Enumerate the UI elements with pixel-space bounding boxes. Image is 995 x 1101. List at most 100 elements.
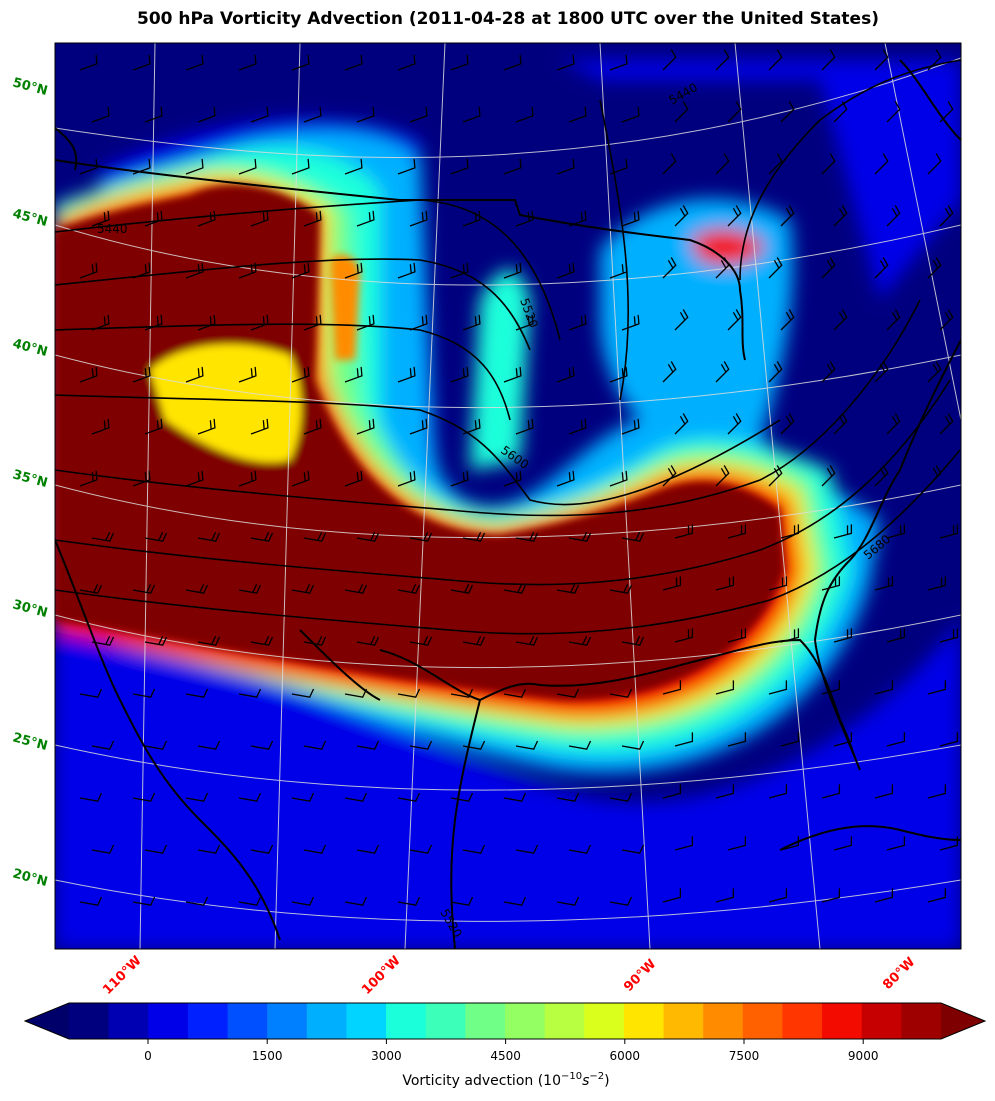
wind-barb [409,531,433,542]
wind-barb [185,896,209,906]
wind-barb [886,413,901,435]
wind-barb [356,635,380,646]
wind-barb [91,740,115,750]
wind-barb [79,470,98,487]
wind-barb [568,314,587,331]
wind-barb [238,54,257,71]
wind-barb [132,583,156,594]
lon-label-80w: 80°W [880,955,918,993]
wind-barb [503,262,522,279]
wind-barb [821,361,836,383]
wind-barb [568,531,592,542]
wind-barb [780,836,800,851]
wind-barb [662,465,677,487]
wind-barb [450,158,469,175]
wind-barb [397,366,416,383]
colorbar: 0 1500 3000 4500 6000 7500 9000 Vorticity adve… [23,1002,987,1089]
wind-barb [238,470,257,487]
wind-barb [556,470,575,487]
wind-barb [344,262,363,279]
colorbar-segment [861,1003,902,1039]
wind-barb [303,844,327,854]
wind-barb [409,418,428,435]
wind-barb [79,262,98,279]
wind-barb [821,888,841,903]
wind-barb [780,732,800,747]
wind-barb [450,366,469,383]
colorbar-extend-low [25,1003,69,1039]
wind-barb [821,49,836,71]
wind-barb [556,158,575,175]
wind-barb [821,576,841,591]
wind-barb [344,366,363,383]
wind-barb [768,361,783,383]
wind-barb [939,524,959,539]
wind-barb [609,583,633,594]
wind-barb [515,314,534,331]
wind-barb [291,792,315,802]
wind-barb [927,680,947,695]
wind-barb [780,309,795,331]
contour-label-5440-west: 5440 [97,222,128,236]
wind-barb [674,413,689,435]
wind-barb [462,418,481,435]
wind-barb [132,792,156,802]
wind-barb [833,524,853,539]
wind-barb [185,688,209,698]
colorbar-segments [69,1003,942,1039]
wind-barb [291,688,315,698]
wind-barb [291,583,315,594]
wind-barb [250,740,274,750]
wind-barb [886,628,906,643]
wind-barb [833,101,848,123]
colorbar-segment [782,1003,823,1039]
wind-barb [185,792,209,802]
wind-barb [727,628,747,643]
colorbar-tick-label: 9000 [848,1049,879,1063]
colorbar-segment [703,1003,744,1039]
wind-barb [132,262,151,279]
wind-barb [303,106,322,123]
wind-barb [409,314,428,331]
wind-barb [238,262,257,279]
wind-barb [344,896,368,906]
wind-barb [727,101,742,123]
colorbar-segment [425,1003,466,1039]
colorbar-segment [187,1003,229,1039]
wind-barb [197,314,216,331]
wind-barb [609,158,628,175]
wind-barb [939,732,959,747]
colorbar-segment [663,1003,704,1039]
colorbar-tick-label: 0 [144,1049,152,1063]
wind-barb [727,413,742,435]
wind-barb [238,366,257,383]
wind-barb [886,309,901,331]
wind-barb [91,314,110,331]
wind-barb [927,784,947,799]
colorbar-segment [584,1003,625,1039]
lat-label-35n: 35°N [11,467,49,491]
wind-barb [621,844,645,854]
wind-barb [568,844,592,854]
wind-barb [91,106,110,123]
wind-barb [515,418,534,435]
wind-barb [609,792,633,802]
wind-barb [621,635,645,646]
wind-barb [132,470,151,487]
map-panel [55,43,961,949]
wind-barb [674,628,694,643]
wind-barb [238,792,262,802]
wind-barb [144,418,163,435]
wind-barb [886,524,906,539]
wind-barb [715,576,735,591]
wind-barb [821,465,836,487]
wind-barb [356,106,375,123]
wind-barb [238,896,262,906]
colorbar-segment [901,1003,942,1039]
wind-barb [621,314,640,331]
wind-barb [515,740,539,750]
wind-barb [503,54,522,71]
wind-barb [197,635,221,646]
wind-barb [356,844,380,854]
wind-barb [927,465,942,487]
